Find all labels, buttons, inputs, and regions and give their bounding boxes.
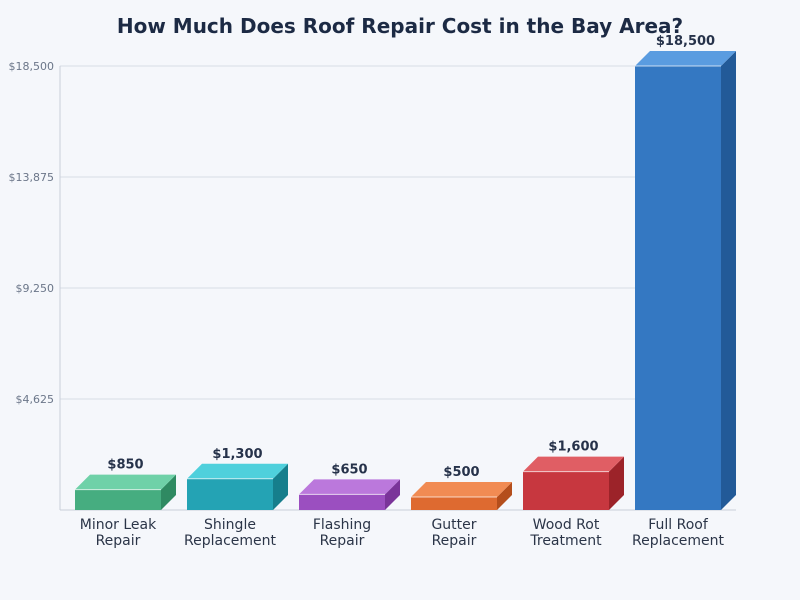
x-tick-label-line: Shingle xyxy=(204,517,256,533)
bar-side xyxy=(161,474,176,510)
bar-top xyxy=(635,51,736,66)
x-tick-label: Shingle Replacement xyxy=(184,517,277,549)
bar-front xyxy=(299,494,385,510)
x-tick-label-line: Gutter xyxy=(431,517,476,533)
x-tick-label: Flashing Repair xyxy=(313,517,371,549)
y-tick-label: $9,250 xyxy=(16,282,55,295)
x-tick-label: Gutter Repair xyxy=(431,517,476,549)
bar-front xyxy=(187,478,273,510)
bar-top xyxy=(411,482,512,497)
bar-front xyxy=(75,489,161,510)
axis-layer: $4,625 $9,250 $13,875 $18,500 xyxy=(9,60,736,511)
bar-2 xyxy=(299,479,400,510)
x-tick-label-line: Wood Rot xyxy=(533,517,600,533)
bar-front xyxy=(411,497,497,510)
bar-side xyxy=(385,479,400,510)
bar-side xyxy=(609,456,624,510)
bar-1 xyxy=(187,463,288,510)
bar-top xyxy=(523,456,624,472)
bar-4 xyxy=(523,456,624,510)
bar-top xyxy=(75,474,176,490)
data-label: $1,300 xyxy=(212,447,262,462)
bar-layer xyxy=(75,51,736,510)
data-label: $850 xyxy=(107,458,143,473)
bar-side xyxy=(497,482,512,510)
bar-front xyxy=(523,471,609,510)
chart-title: How Much Does Roof Repair Cost in the Ba… xyxy=(116,14,684,38)
x-tick-label: Minor Leak Repair xyxy=(80,517,157,549)
bar-front xyxy=(635,66,721,510)
bar-0 xyxy=(75,474,176,510)
bar-3 xyxy=(411,482,512,510)
y-tick-label: $4,625 xyxy=(16,393,55,406)
x-tick-label-line: Replacement xyxy=(632,533,725,549)
data-label: $500 xyxy=(443,465,479,480)
bar-top xyxy=(299,479,400,495)
bar-side xyxy=(721,51,736,510)
grid-layer xyxy=(60,65,736,400)
x-tick-label-line: Full Roof xyxy=(648,517,709,533)
x-tick-label-line: Replacement xyxy=(184,533,277,549)
x-tick-label-line: Flashing xyxy=(313,517,371,533)
y-tick-label: $13,875 xyxy=(9,171,55,184)
bar-side xyxy=(273,463,288,510)
bar-top xyxy=(187,463,288,479)
data-label: $650 xyxy=(331,462,367,477)
x-tick-label-line: Repair xyxy=(432,533,477,549)
bar-5 xyxy=(635,51,736,510)
x-tick-label-line: Minor Leak xyxy=(80,517,157,533)
x-tick-label: Full Roof Replacement xyxy=(632,517,725,549)
x-tick-label-line: Treatment xyxy=(529,533,602,549)
x-tick-label-line: Repair xyxy=(320,533,365,549)
x-tick-label-line: Repair xyxy=(96,533,141,549)
data-label: $18,500 xyxy=(656,34,715,49)
x-tick-label: Wood Rot Treatment xyxy=(529,517,602,549)
y-tick-label: $18,500 xyxy=(9,60,55,73)
data-label: $1,600 xyxy=(548,440,598,455)
